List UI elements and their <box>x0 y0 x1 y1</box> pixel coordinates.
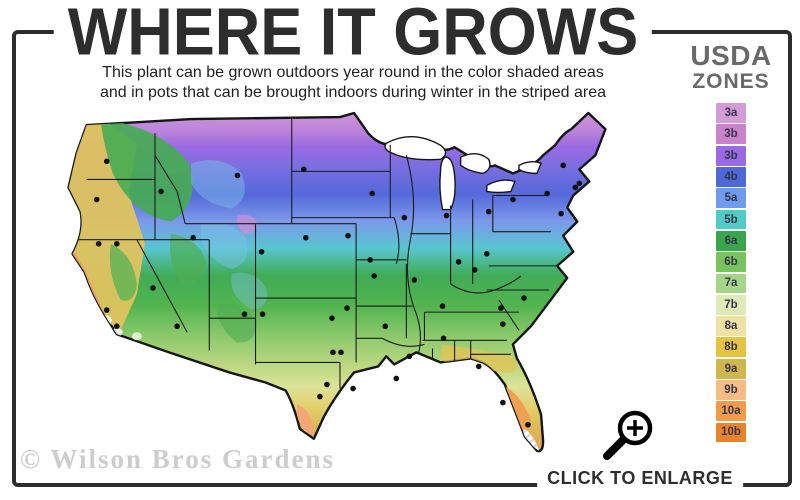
legend-swatch-8a: 8a <box>716 316 746 336</box>
usda-zone-map[interactable] <box>40 103 644 475</box>
legend-swatch-column: 3a 3b 3b 4b 5a 5b 6a 6b 7a 7b 8a 8b 9a 9b 10a 10b <box>666 103 796 443</box>
great-lakes <box>384 135 542 211</box>
florida-striped-area <box>521 428 540 451</box>
legend-swatch-10b: 10b <box>716 422 746 443</box>
watermark: © Wilson Bros Gardens <box>20 444 335 474</box>
legend-swatch-9a: 9a <box>716 358 746 379</box>
legend-swatch-8b: 8b <box>716 337 746 358</box>
magnifier-plus-icon[interactable] <box>598 406 660 466</box>
legend-title-usda: USDA <box>690 40 772 71</box>
page-title: WHERE IT GROWS <box>53 0 653 71</box>
legend-swatch-7b: 7b <box>716 294 746 315</box>
legend-swatch-6b: 6b <box>716 252 746 273</box>
state-borders <box>74 117 568 389</box>
legend-swatch-9b: 9b <box>716 380 746 400</box>
subtitle-line-1: This plant can be grown outdoors year ro… <box>102 64 604 81</box>
usda-zones-legend: USDA ZONES 3a 3b 3b 4b 5a 5b 6a 6b 7a 7b 8a 8b 9a 9b 1… <box>666 40 796 443</box>
legend-swatch-3a: 3a <box>716 103 746 123</box>
legend-swatch-3b: 3b <box>716 145 746 166</box>
click-to-enlarge-button[interactable]: CLICK TO ENLARGE <box>537 468 743 489</box>
legend-swatch-5a: 5a <box>716 188 746 209</box>
city-dots <box>93 158 583 428</box>
legend-swatch-4b: 4b <box>716 167 746 187</box>
subtitle-line-2: and in pots that can be brought indoors … <box>99 84 607 101</box>
legend-swatch-3b: 3b <box>716 124 746 145</box>
figure-subtitle: This plant can be grown outdoors year ro… <box>33 63 673 103</box>
legend-title-zones: ZONES <box>692 70 770 93</box>
legend-swatch-10a: 10a <box>716 401 746 422</box>
legend-swatch-7a: 7a <box>716 273 746 294</box>
legend-swatch-5b: 5b <box>716 209 746 230</box>
us-map <box>67 111 607 453</box>
legend-swatch-6a: 6a <box>716 230 746 251</box>
